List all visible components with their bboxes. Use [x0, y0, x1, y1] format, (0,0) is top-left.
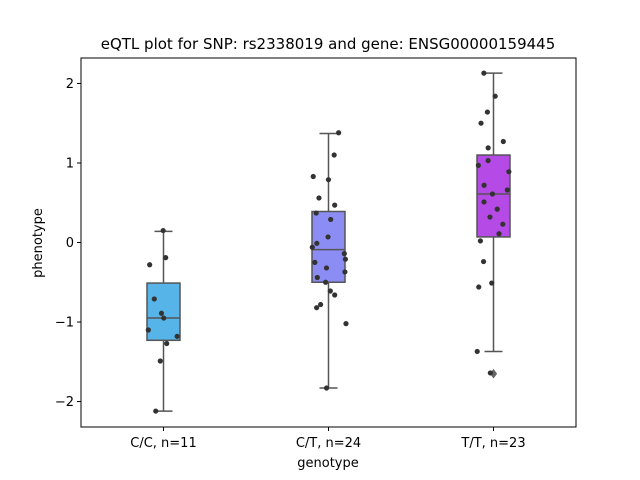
data-point: [151, 296, 157, 302]
data-point: [158, 310, 165, 316]
x-tick-label: C/T, n=24: [296, 436, 361, 451]
iqr-box: [311, 210, 346, 284]
data-point: [342, 269, 348, 275]
box-group: [474, 70, 512, 379]
x-axis-label: genotype: [297, 456, 358, 471]
data-point: [328, 216, 334, 223]
y-tick-label: 0: [66, 236, 74, 251]
plot-area: [145, 70, 512, 414]
data-point: [174, 333, 180, 339]
data-point: [489, 280, 495, 286]
data-point: [487, 370, 493, 376]
x-tick-label: T/T, n=23: [460, 436, 525, 451]
data-point: [316, 195, 322, 201]
data-point: [489, 191, 496, 197]
data-point: [145, 327, 151, 333]
data-point: [485, 157, 491, 164]
data-point: [325, 234, 331, 240]
data-point: [484, 109, 490, 115]
data-point: [475, 162, 481, 168]
data-point: [310, 173, 316, 180]
data-point: [480, 258, 487, 265]
data-point: [500, 138, 506, 145]
data-point: [487, 214, 493, 220]
data-point: [313, 210, 319, 216]
data-point: [504, 187, 510, 193]
y-axis-label: phenotype: [31, 208, 46, 278]
data-point: [481, 70, 487, 76]
data-point: [314, 274, 320, 281]
data-point: [481, 199, 487, 205]
y-tick-label: 1: [66, 156, 74, 171]
data-point: [160, 227, 166, 234]
data-point: [157, 358, 163, 364]
data-point: [492, 93, 498, 99]
data-point: [322, 279, 329, 285]
data-point: [147, 262, 153, 268]
data-point: [343, 321, 349, 327]
data-point: [476, 284, 482, 290]
data-point: [314, 240, 320, 246]
box-group: [145, 227, 181, 414]
data-point: [485, 145, 491, 151]
data-point: [318, 301, 324, 308]
data-point: [323, 265, 330, 271]
data-point: [478, 120, 484, 126]
y-tick-label: −1: [55, 316, 74, 331]
data-point: [163, 255, 169, 261]
data-point: [506, 169, 512, 175]
data-point: [153, 408, 159, 414]
x-tick-label: C/C, n=11: [130, 436, 196, 451]
data-point: [309, 244, 315, 250]
data-point: [474, 348, 480, 355]
data-point: [342, 256, 349, 262]
data-point: [477, 238, 483, 244]
data-point: [323, 385, 330, 391]
data-point: [496, 231, 502, 237]
data-point: [164, 340, 170, 347]
data-point: [161, 315, 167, 321]
data-point: [331, 152, 337, 158]
data-point: [332, 292, 338, 298]
x-axis: C/C, n=11 C/T, n=24 T/T, n=23: [130, 427, 526, 451]
y-tick-label: −2: [55, 395, 74, 410]
box-group: [309, 130, 349, 391]
y-tick-label: 2: [66, 77, 74, 92]
data-point: [500, 221, 506, 227]
y-axis: −2 −1 0 1 2: [55, 77, 81, 410]
data-point: [341, 251, 347, 257]
data-point: [314, 305, 320, 311]
data-point: [327, 288, 333, 294]
chart-title: eQTL plot for SNP: rs2338019 and gene: E…: [101, 35, 556, 53]
data-point: [494, 206, 500, 212]
data-point: [325, 177, 332, 183]
data-point: [336, 130, 342, 136]
data-point: [481, 182, 487, 188]
data-point: [332, 202, 338, 208]
data-point: [312, 259, 318, 265]
